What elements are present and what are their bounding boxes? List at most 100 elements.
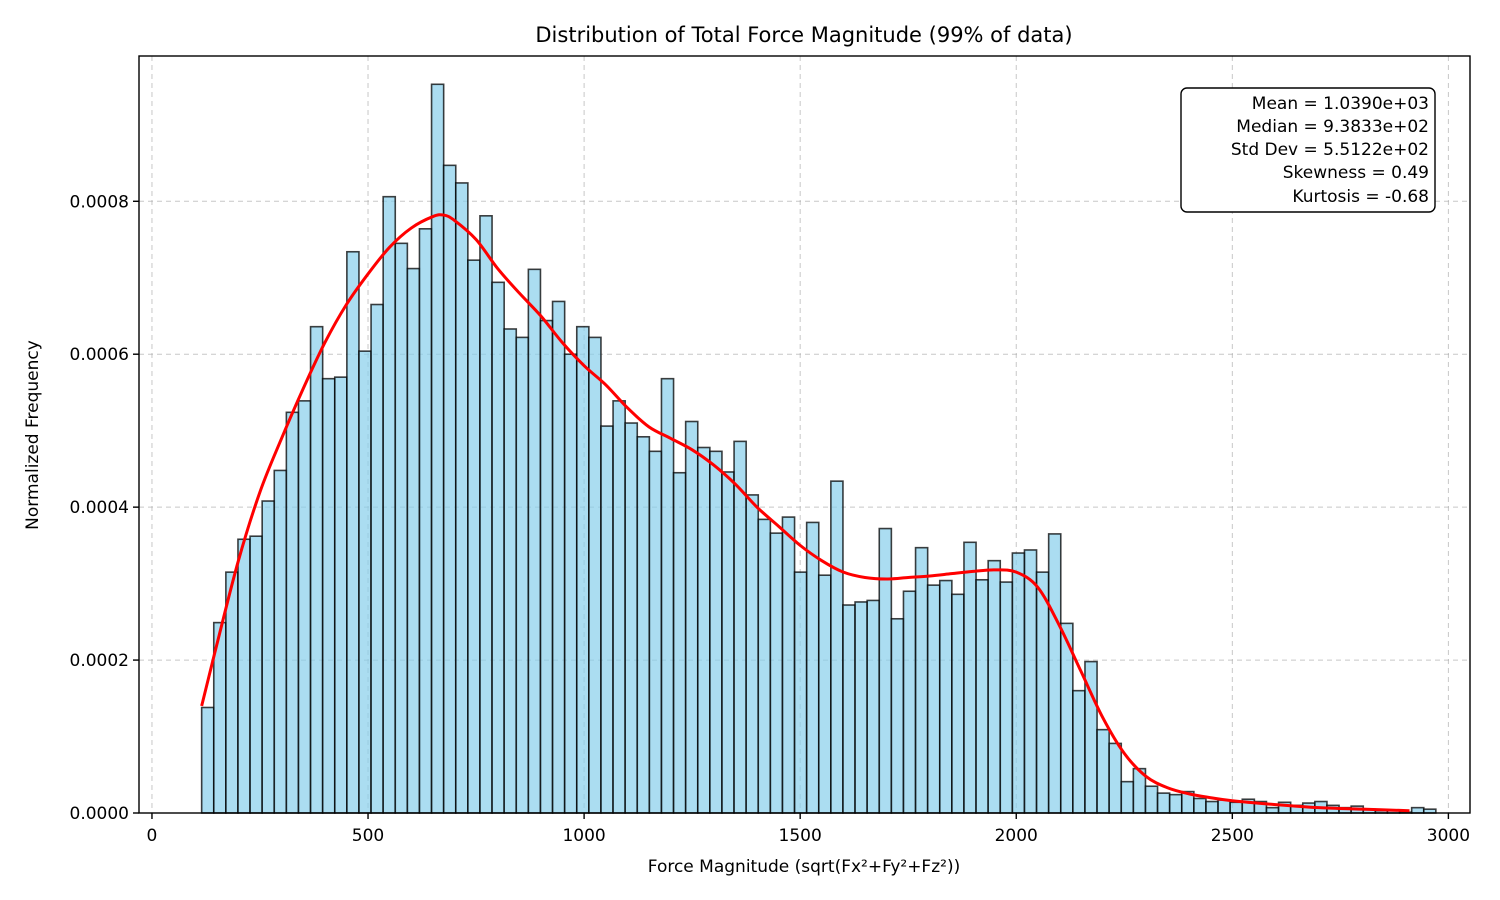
histogram-bar <box>358 350 372 814</box>
histogram-bar <box>200 706 215 814</box>
histogram-bar <box>285 411 300 814</box>
histogram-bar <box>733 440 747 814</box>
histogram-bar <box>769 532 784 814</box>
x-axis-label: Force Magnitude (sqrt(Fx²+Fy²+Fz²)) <box>648 857 960 877</box>
histogram-bar <box>696 446 711 814</box>
y-tick-label: 0.0008 <box>70 192 129 212</box>
histogram-bar <box>225 571 239 814</box>
histogram-bar <box>1096 728 1110 814</box>
histogram-bar <box>333 376 348 814</box>
bars-layer <box>200 83 1437 814</box>
histogram-bar <box>975 578 989 814</box>
x-tick-label: 2500 <box>1211 826 1254 846</box>
x-axis-ticks: 0 500 1000 1500 2000 2500 3000 <box>147 813 1470 846</box>
histogram-bar <box>636 435 651 814</box>
histogram-bar <box>745 494 760 814</box>
y-tick-label: 0.0004 <box>70 498 129 518</box>
histogram-bar <box>709 450 723 814</box>
histogram-bar <box>684 420 699 814</box>
histogram-bar <box>261 500 276 814</box>
histogram-bar <box>527 268 542 814</box>
histogram-bar <box>1217 799 1231 814</box>
histogram-bar <box>1072 689 1086 814</box>
histogram-bar <box>551 300 566 814</box>
histogram-bar <box>793 571 808 814</box>
stats-box: Mean = 1.0390e+03 Median = 9.3833e+02 St… <box>1180 87 1436 213</box>
histogram-bar <box>515 336 530 814</box>
histogram-bar <box>370 303 384 814</box>
histogram-bar <box>721 471 735 814</box>
histogram-bar <box>648 450 663 814</box>
histogram-bar <box>467 259 481 814</box>
histogram-bar <box>418 228 433 814</box>
histogram-bar <box>999 581 1014 814</box>
histogram-bar <box>406 267 421 814</box>
histogram-bar <box>237 538 251 814</box>
histogram-bar <box>394 242 409 814</box>
histogram-bar <box>1265 806 1280 814</box>
y-axis-ticks: 0.0000 0.0002 0.0004 0.0006 0.0008 <box>70 192 139 824</box>
stats-kurtosis: Kurtosis = -0.68 <box>1292 187 1429 207</box>
histogram-bar <box>491 281 505 814</box>
histogram-bar <box>454 182 469 814</box>
histogram-bar <box>987 559 1002 814</box>
histogram-bar <box>1035 571 1050 814</box>
histogram-bar <box>588 336 602 814</box>
histogram-bar <box>660 377 675 814</box>
chart-title: Distribution of Total Force Magnitude (9… <box>535 23 1072 47</box>
histogram-bar <box>1047 533 1062 814</box>
histogram-bar <box>1023 549 1038 814</box>
histogram-bar <box>1205 800 1219 814</box>
stats-box-frame <box>1180 87 1436 213</box>
histogram-bar <box>1410 806 1425 814</box>
histogram-bar <box>479 215 493 814</box>
histogram-bar <box>854 601 868 814</box>
histogram-bar <box>503 328 518 814</box>
histogram-bar <box>1108 742 1123 814</box>
stats-std-dev: Std Dev = 5.5122e+02 <box>1231 140 1429 160</box>
histogram-bar <box>382 195 397 814</box>
histogram-bar <box>249 535 263 814</box>
histogram-bar <box>757 518 772 814</box>
histogram-bar <box>297 400 312 814</box>
histogram-bar <box>866 599 881 814</box>
histogram-bar <box>963 541 977 814</box>
histogram-bar <box>1156 792 1171 814</box>
histogram-bar <box>1144 785 1159 814</box>
histogram-bar <box>624 422 639 814</box>
histogram-bar <box>309 325 324 814</box>
y-tick-label: 0.0000 <box>70 804 129 824</box>
histogram-bar <box>1193 797 1207 814</box>
x-tick-label: 0 <box>147 826 158 846</box>
x-tick-label: 1500 <box>779 826 822 846</box>
histogram-bar <box>539 319 554 814</box>
histogram-bar <box>902 590 917 814</box>
kde-curve <box>200 213 1410 813</box>
x-tick-label: 1000 <box>562 826 605 846</box>
histogram-bar <box>273 469 288 814</box>
histogram-bar <box>914 546 929 814</box>
x-tick-label: 500 <box>352 826 384 846</box>
histogram-bar <box>600 425 614 814</box>
histogram-bar <box>781 516 796 814</box>
histogram-bar <box>575 325 590 814</box>
plot-frame <box>138 55 1471 814</box>
histogram-bar <box>938 579 953 814</box>
histogram-bar <box>442 164 457 814</box>
histogram-bar <box>1011 552 1026 814</box>
histogram-bar <box>672 471 687 814</box>
histogram-bar <box>612 400 626 814</box>
histogram-bar <box>1168 793 1183 814</box>
histogram-bar <box>346 250 360 814</box>
histogram-bar <box>563 353 578 814</box>
x-tick-label: 3000 <box>1427 826 1470 846</box>
histogram-bar <box>1120 780 1135 814</box>
histogram-bar <box>321 377 336 814</box>
y-tick-label: 0.0006 <box>70 345 129 365</box>
y-tick-label: 0.0002 <box>70 651 129 671</box>
histogram-bar <box>890 617 905 814</box>
histogram-bar <box>817 574 832 814</box>
histogram-bar <box>805 521 820 814</box>
histogram-bar <box>842 604 856 814</box>
